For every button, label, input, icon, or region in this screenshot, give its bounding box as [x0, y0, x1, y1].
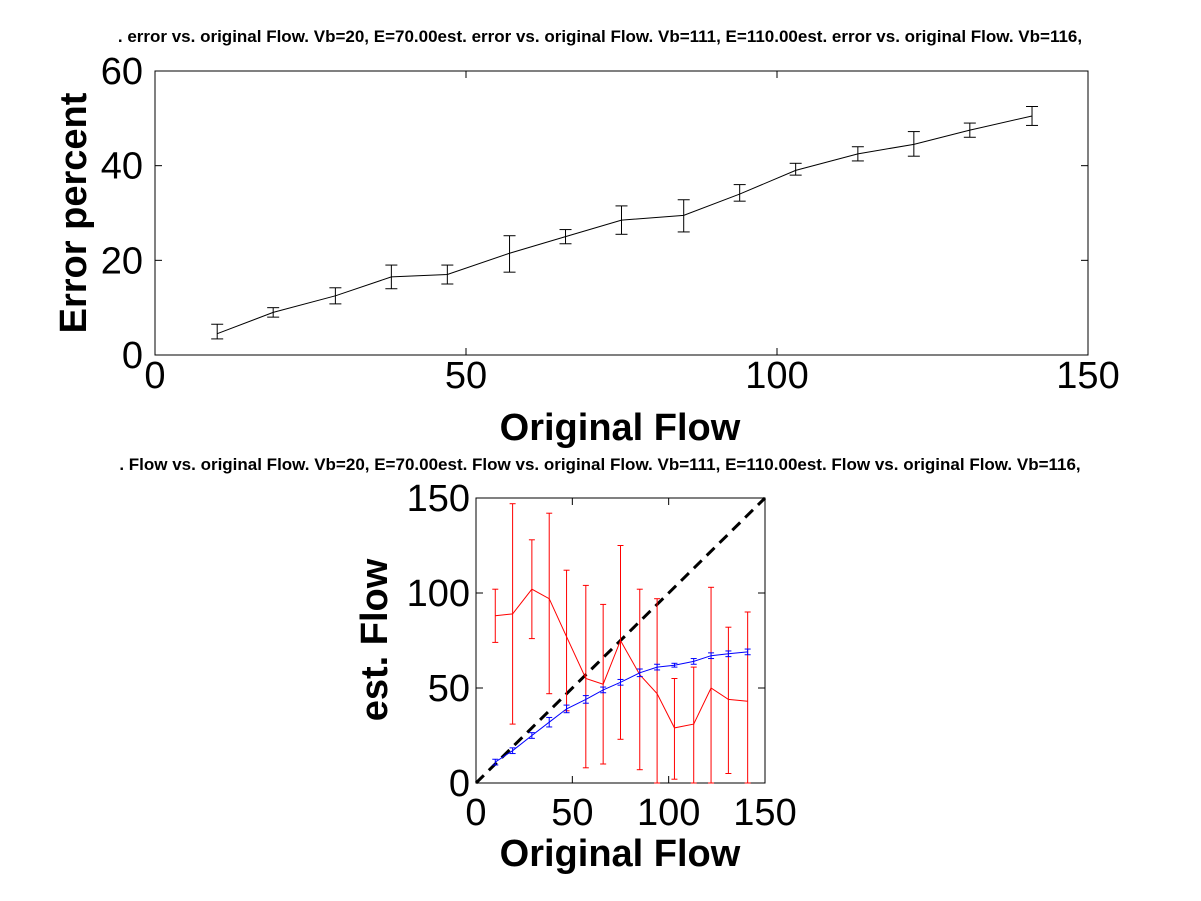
error-bar [492, 588, 499, 643]
error-bar [677, 199, 690, 233]
error-bar [582, 584, 589, 769]
error-bar [907, 131, 920, 157]
x-tick-label: 150 [1056, 355, 1119, 397]
error-chart-x-axis-label: Original Flow [500, 407, 741, 449]
y-tick-label: 50 [428, 668, 470, 710]
flow-chart-x-ticks: 0 50 100 150 [465, 498, 797, 834]
error-bar [708, 586, 715, 784]
error-bar [267, 307, 280, 318]
error-bar [546, 512, 553, 695]
flow-chart-title: . Flow vs. original Flow. Vb=20, E=70.00… [119, 455, 1080, 474]
error-bar [636, 668, 643, 678]
y-tick-label: 20 [101, 240, 143, 282]
error-bar [492, 758, 499, 766]
y-tick-label: 150 [407, 478, 470, 520]
x-tick-label: 100 [637, 792, 700, 834]
error-bar [744, 648, 751, 656]
flow-chart-x-axis-label: Original Flow [500, 833, 741, 875]
error-bar [690, 666, 697, 784]
flow-chart-marks [474, 496, 767, 785]
error-bar [725, 650, 732, 658]
error-bar [329, 287, 342, 305]
error-bar [671, 662, 678, 668]
error-bar [563, 704, 570, 714]
error-bar [528, 732, 535, 739]
error-bar [600, 603, 607, 765]
x-tick-label: 50 [551, 792, 593, 834]
x-tick-label: 50 [445, 355, 487, 397]
error-bar [671, 678, 678, 780]
error-chart-y-axis-label: Error percent [53, 92, 95, 333]
error-bar [441, 264, 454, 285]
error-bar [708, 652, 715, 660]
error-bar [600, 686, 607, 694]
y-tick-label: 100 [407, 573, 470, 615]
error-bar [1026, 106, 1039, 126]
error-chart-marks [211, 106, 1039, 340]
y-tick-label: 0 [122, 335, 143, 377]
y-tick-label: 40 [101, 146, 143, 188]
error-chart-x-ticks: 0 50 100 150 [144, 71, 1120, 397]
x-tick-label: 0 [144, 355, 165, 397]
error-bar [654, 598, 661, 784]
error-bar [582, 695, 589, 704]
error-bar [528, 539, 535, 640]
error-bar [559, 229, 572, 245]
x-tick-label: 0 [465, 792, 486, 834]
error-bar [546, 716, 553, 728]
error-bar [789, 162, 802, 176]
error-bar [744, 611, 751, 784]
error-bar [503, 235, 516, 273]
error-bar [211, 323, 224, 340]
error-chart-y-ticks: 0 20 40 60 [101, 51, 1088, 377]
error-bar [617, 545, 624, 740]
error-bar [654, 663, 661, 671]
error-bar [963, 122, 976, 138]
flow-chart: . Flow vs. original Flow. Vb=20, E=70.00… [119, 455, 1080, 875]
flow-chart-y-axis-label: est. Flow [354, 558, 396, 721]
x-tick-label: 150 [733, 792, 796, 834]
error-bar [509, 747, 516, 755]
error-bar [385, 264, 398, 290]
error-bar [615, 205, 628, 235]
flow-chart-y-ticks: 0 50 100 150 [407, 478, 765, 805]
y-tick-label: 0 [449, 763, 470, 805]
y-tick-label: 60 [101, 51, 143, 93]
error-bar [617, 678, 624, 686]
error-bar [690, 658, 697, 665]
error-bar [509, 503, 516, 725]
x-tick-label: 100 [745, 355, 808, 397]
error-chart: . error vs. original Flow. Vb=20, E=70.0… [53, 27, 1120, 449]
error-chart-title: . error vs. original Flow. Vb=20, E=70.0… [118, 27, 1082, 46]
error-bar [733, 184, 746, 202]
error-bar [636, 588, 643, 771]
error-bar [851, 146, 864, 162]
